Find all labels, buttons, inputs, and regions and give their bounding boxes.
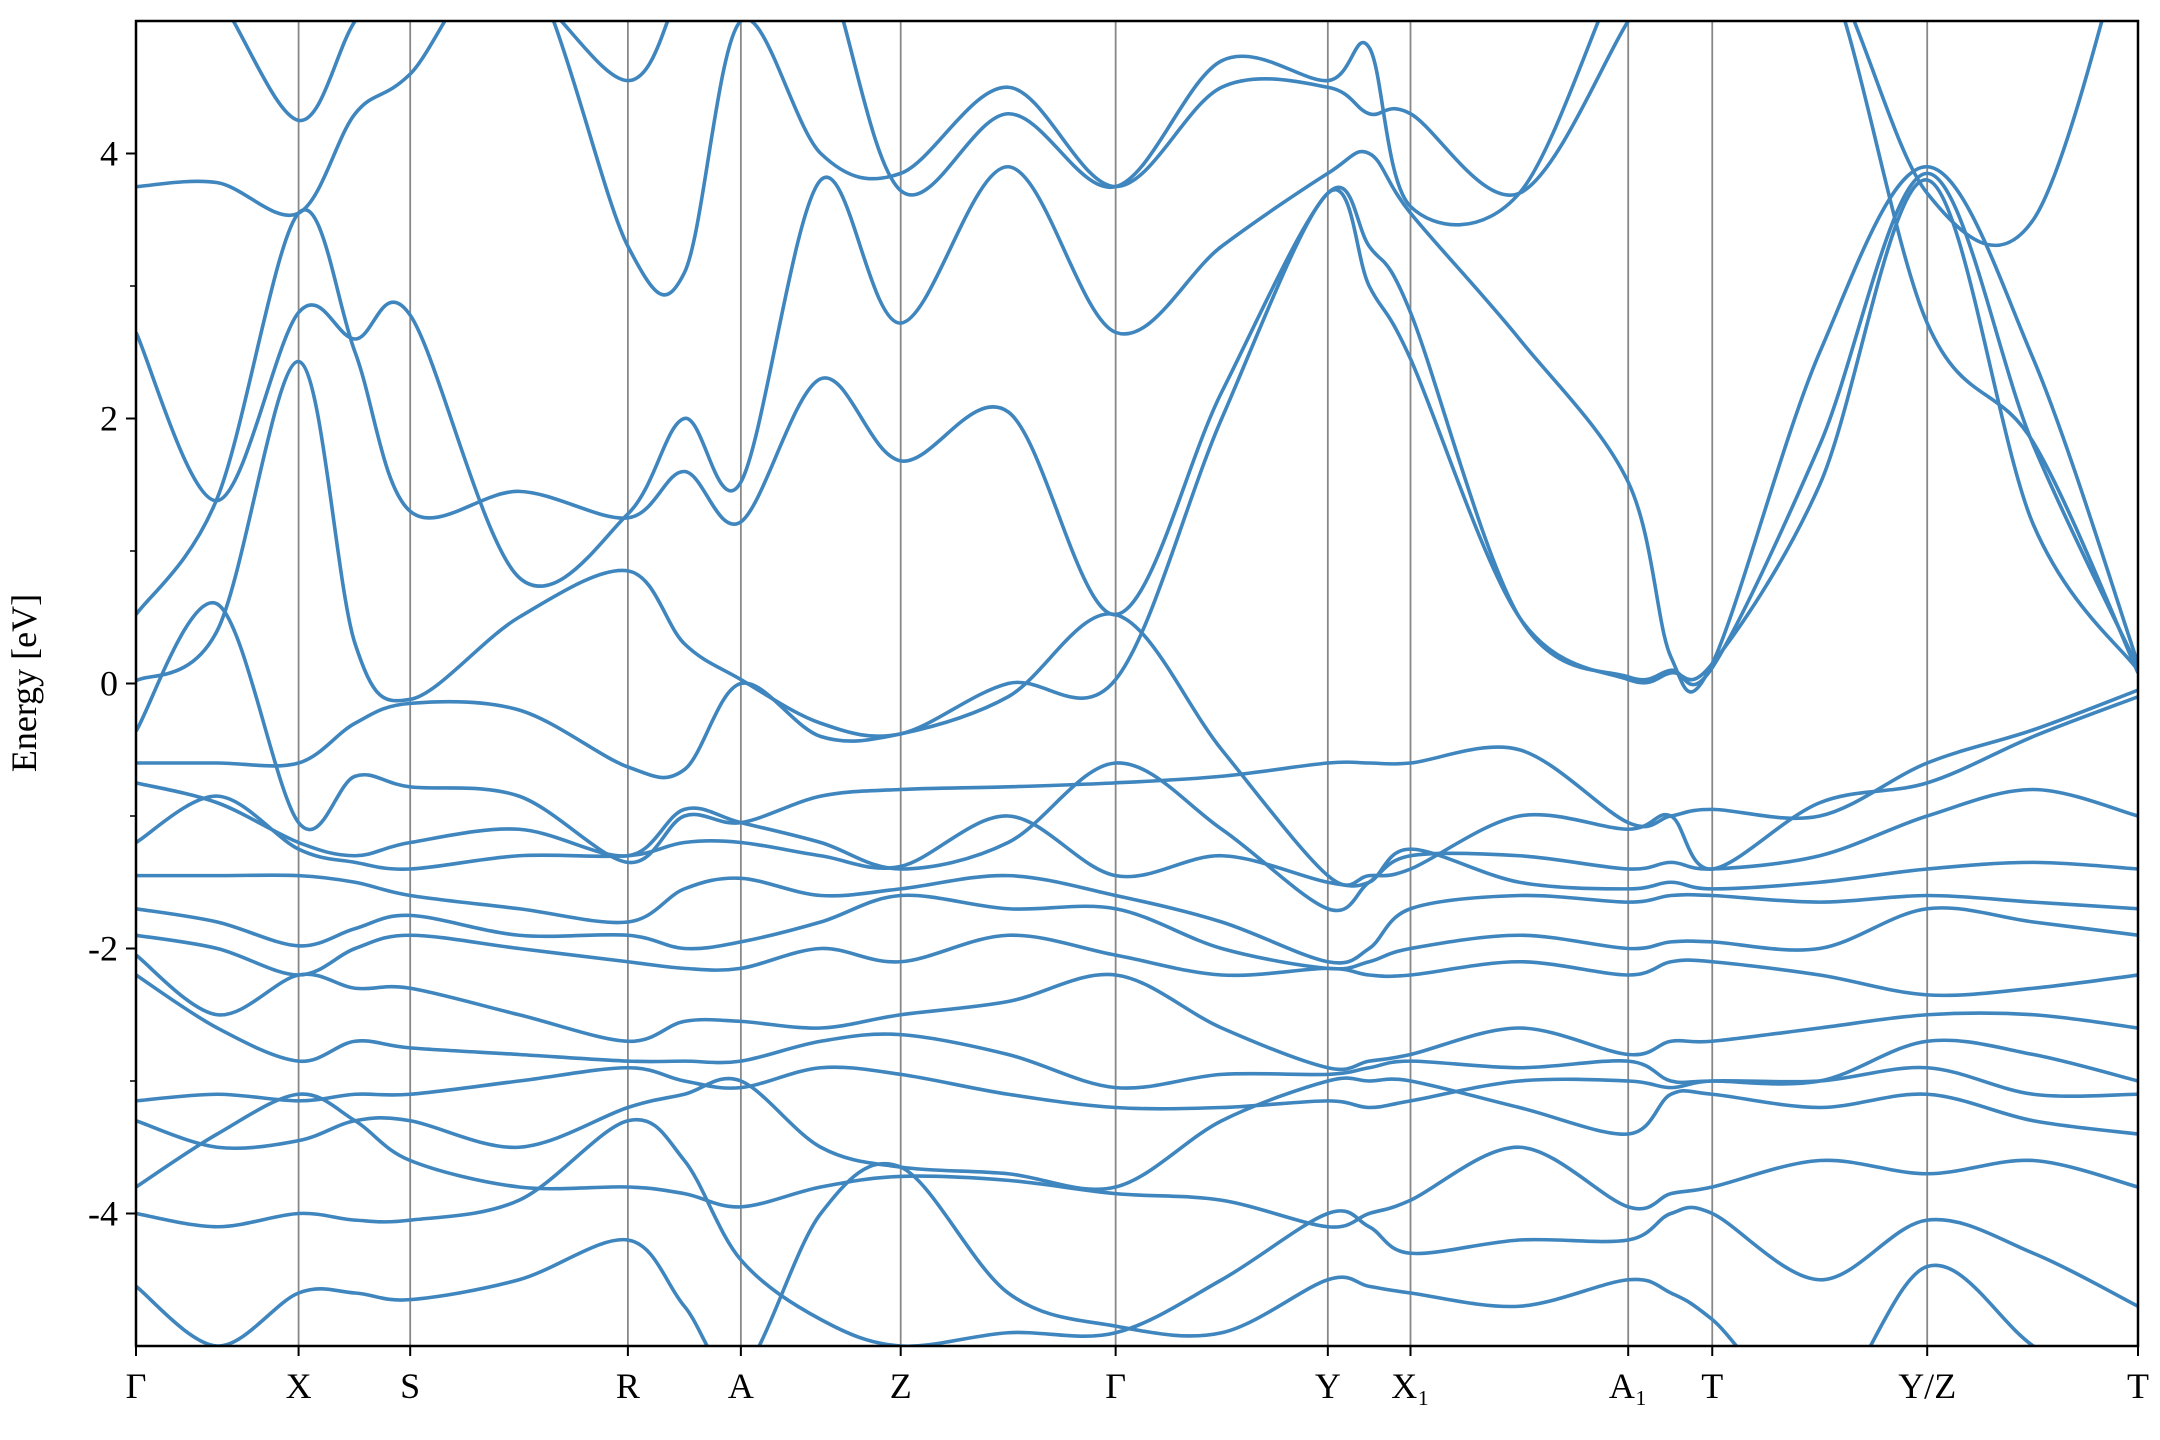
band-line [231, 21, 2104, 248]
band-line [136, 149, 2138, 694]
x-tick-label: A₁ [1609, 1366, 1648, 1406]
band-line [136, 1092, 2138, 1229]
band-line [136, 933, 2138, 998]
band-line [136, 873, 2138, 965]
x-tick-label: T [1701, 1366, 1723, 1406]
x-tick-label: Z [890, 1366, 912, 1406]
bands [136, 21, 2138, 1346]
y-tick-label: -4 [88, 1194, 118, 1234]
x-tick-label: R [616, 1366, 640, 1406]
y-tick-label: 0 [100, 664, 118, 704]
y-tick-label: -2 [88, 929, 118, 969]
band-line [136, 1065, 2138, 1111]
x-tick-label: Y [1315, 1366, 1341, 1406]
band-line [136, 600, 2138, 865]
y-tick-label: 2 [100, 399, 118, 439]
band-line [136, 612, 2138, 887]
x-tick-label: S [400, 1366, 420, 1406]
band-line [136, 171, 2138, 687]
band-line [136, 794, 2138, 891]
axes: -4 -2 0 2 4 Γ X S R A Z Γ Y X₁ A₁ T Y/Z T [88, 134, 2149, 1407]
x-tick-label: A [728, 1366, 754, 1406]
x-tick-label: Γ [126, 1366, 147, 1406]
band-line [136, 953, 2138, 1072]
band-line [136, 178, 2138, 738]
x-tick-label: X₁ [1391, 1366, 1430, 1406]
band-line [136, 1076, 2138, 1192]
x-tick-label: X [286, 1366, 312, 1406]
x-tick-label: Y/Z [1898, 1366, 1956, 1406]
band-line [136, 1161, 2037, 1346]
band-line [136, 893, 2138, 971]
band-line [136, 761, 2138, 913]
band-line [136, 1117, 2138, 1346]
band-line [136, 21, 2138, 674]
x-tick-label: T [2127, 1366, 2149, 1406]
x-tick-label: Γ [1105, 1366, 1126, 1406]
y-axis-label: Energy [eV] [4, 594, 44, 772]
y-tick-label: 4 [100, 134, 118, 174]
